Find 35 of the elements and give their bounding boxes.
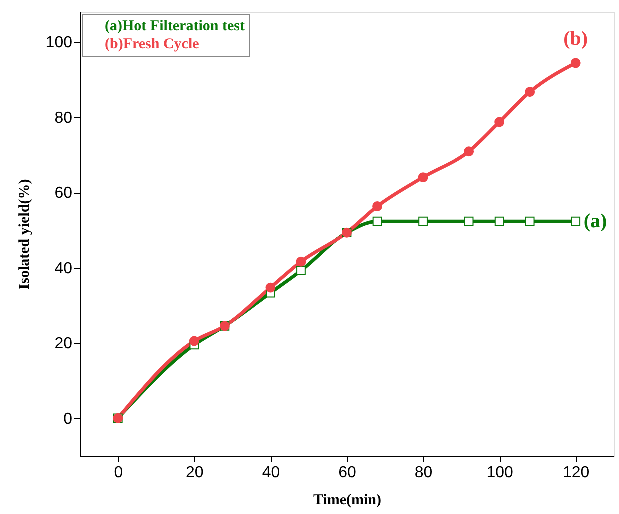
point [189, 336, 200, 346]
point [494, 216, 504, 226]
x-tick-label: 100 [486, 464, 514, 482]
point [266, 282, 276, 293]
y-tick-label: 20 [54, 336, 73, 353]
point [494, 117, 505, 128]
point [525, 216, 535, 226]
point [525, 87, 536, 98]
x-axis-title: Time(min) [313, 492, 382, 508]
point [418, 172, 428, 183]
point [464, 146, 474, 157]
x-tick-label: 80 [414, 464, 433, 482]
text: (b)Fresh Cycle [105, 36, 200, 52]
y-tick-label: 60 [54, 185, 73, 202]
point [296, 266, 306, 276]
point [372, 202, 382, 212]
y-tick-label: 100 [46, 34, 73, 52]
annotation: (b) [564, 28, 588, 50]
point [571, 216, 581, 226]
point [418, 216, 428, 226]
x-tick-label: 40 [262, 464, 280, 482]
point [372, 216, 382, 226]
y-tick-label: 0 [64, 410, 73, 428]
y-tick-label: 40 [54, 260, 73, 278]
x-tick-label: 120 [563, 464, 590, 482]
y-axis-title: Isolated yield(%) [16, 179, 33, 290]
x-tick-label: 0 [114, 464, 124, 482]
y-tick-label: 80 [54, 110, 73, 127]
x-tick-label: 60 [338, 464, 356, 482]
point [570, 58, 581, 68]
point [464, 216, 474, 226]
annotation: (a) [584, 210, 608, 233]
x-tick-label: 20 [186, 464, 204, 482]
text: (a)Hot Filteration test [105, 18, 245, 34]
point [296, 256, 306, 267]
